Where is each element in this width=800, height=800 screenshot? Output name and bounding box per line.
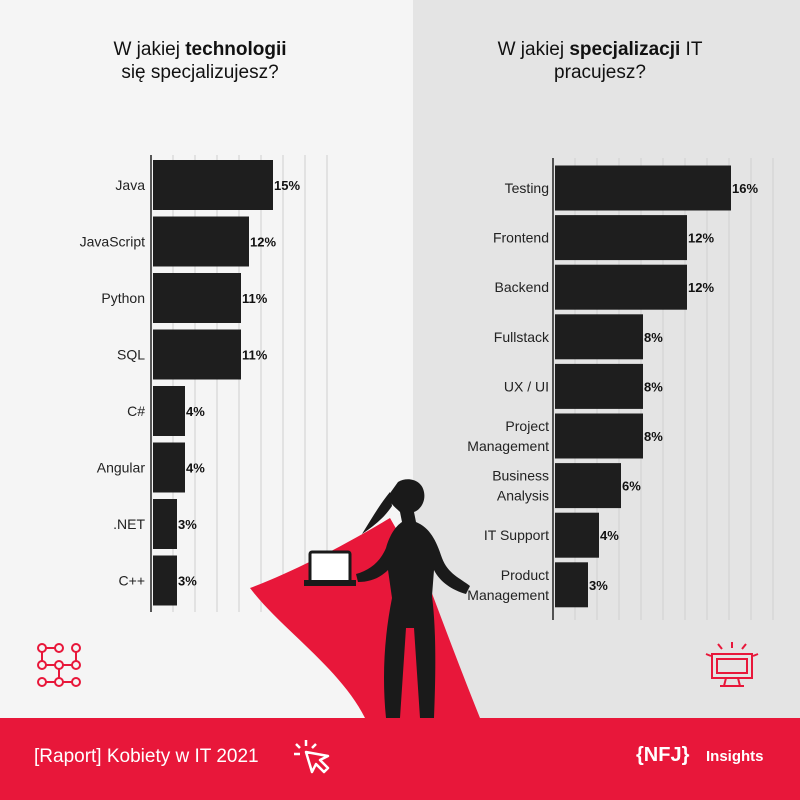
bar bbox=[555, 562, 588, 608]
data-label: 4% bbox=[186, 461, 205, 476]
right-chart-title: W jakiej specjalizacji IT pracujesz? bbox=[497, 39, 703, 83]
superhero-woman-laptop bbox=[250, 479, 480, 718]
category-label: UX / UI bbox=[504, 378, 549, 394]
bar bbox=[555, 363, 643, 409]
bar bbox=[153, 499, 177, 549]
footer-banner: [Raport] Kobiety w IT 2021 {NFJ} Insight… bbox=[0, 718, 800, 800]
category-label: Management bbox=[467, 438, 549, 454]
category-label: Management bbox=[467, 587, 549, 603]
category-label: Frontend bbox=[493, 230, 549, 246]
bar bbox=[153, 442, 185, 493]
data-label: 4% bbox=[186, 404, 205, 419]
category-label: JavaScript bbox=[80, 234, 145, 250]
data-label: 8% bbox=[644, 429, 663, 444]
data-label: 4% bbox=[600, 528, 619, 543]
bar bbox=[555, 165, 731, 211]
technology-bar-chart: 15% Java 12% JavaScript 11% Python 11% SQL 4% C# 4… bbox=[80, 155, 328, 612]
bar bbox=[153, 386, 185, 436]
cursor-click-icon bbox=[294, 740, 330, 774]
left-chart-title: W jakiej technologii się specjalizujesz? bbox=[113, 39, 287, 83]
category-label: Angular bbox=[97, 460, 146, 476]
category-label: C# bbox=[127, 403, 145, 419]
data-label: 6% bbox=[622, 479, 641, 494]
bar bbox=[555, 512, 599, 558]
bar bbox=[555, 463, 621, 509]
specialization-bar-chart: 16% Testing 12% Frontend 12% Backend 8% Fullsta… bbox=[467, 158, 774, 620]
category-label: IT Support bbox=[484, 527, 549, 543]
category-label: SQL bbox=[117, 347, 145, 363]
category-label: .NET bbox=[113, 516, 145, 532]
data-label: 12% bbox=[250, 235, 276, 250]
insights-label: Insights bbox=[706, 748, 764, 765]
data-label: 3% bbox=[178, 574, 197, 589]
monitor-icon bbox=[705, 642, 759, 687]
category-label: Python bbox=[101, 290, 145, 306]
data-label: 8% bbox=[644, 379, 663, 394]
data-label: 8% bbox=[644, 330, 663, 345]
category-label: Product bbox=[501, 567, 549, 583]
data-label: 16% bbox=[732, 181, 758, 196]
network-nodes-icon bbox=[37, 643, 81, 687]
bar bbox=[153, 216, 249, 267]
bar bbox=[555, 413, 643, 459]
category-label: Java bbox=[115, 177, 145, 193]
data-label: 12% bbox=[688, 280, 714, 295]
bar bbox=[153, 273, 241, 323]
category-label: Analysis bbox=[497, 488, 549, 504]
bar bbox=[555, 215, 687, 261]
bar bbox=[555, 314, 643, 360]
data-label: 3% bbox=[178, 517, 197, 532]
data-label: 15% bbox=[274, 178, 300, 193]
report-title: [Raport] Kobiety w IT 2021 bbox=[34, 746, 259, 767]
category-label: C++ bbox=[119, 573, 145, 589]
category-label: Fullstack bbox=[494, 329, 550, 345]
category-label: Business bbox=[492, 468, 549, 484]
bar bbox=[153, 329, 241, 380]
bar bbox=[153, 555, 177, 606]
data-label: 3% bbox=[589, 578, 608, 593]
data-label: 11% bbox=[242, 348, 268, 363]
bar bbox=[153, 160, 273, 210]
data-label: 11% bbox=[242, 291, 268, 306]
data-label: 12% bbox=[688, 231, 714, 246]
bar bbox=[555, 264, 687, 310]
category-label: Project bbox=[505, 418, 549, 434]
nfj-logo: {NFJ} bbox=[636, 744, 690, 766]
category-label: Testing bbox=[505, 180, 549, 196]
category-label: Backend bbox=[495, 279, 549, 295]
